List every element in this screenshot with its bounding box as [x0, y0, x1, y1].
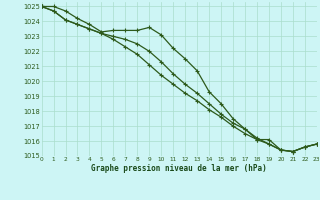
X-axis label: Graphe pression niveau de la mer (hPa): Graphe pression niveau de la mer (hPa)	[91, 164, 267, 173]
